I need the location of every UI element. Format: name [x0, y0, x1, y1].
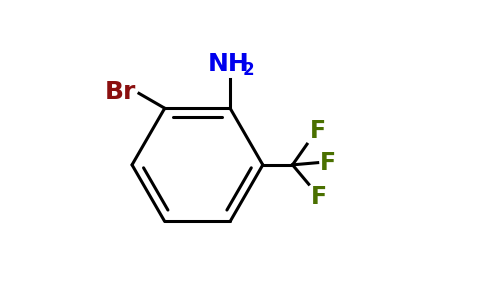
Text: F: F: [311, 185, 327, 209]
Text: F: F: [309, 119, 326, 143]
Text: NH: NH: [208, 52, 249, 76]
Text: F: F: [320, 151, 336, 175]
Text: 2: 2: [242, 61, 254, 79]
Text: Br: Br: [105, 80, 136, 104]
